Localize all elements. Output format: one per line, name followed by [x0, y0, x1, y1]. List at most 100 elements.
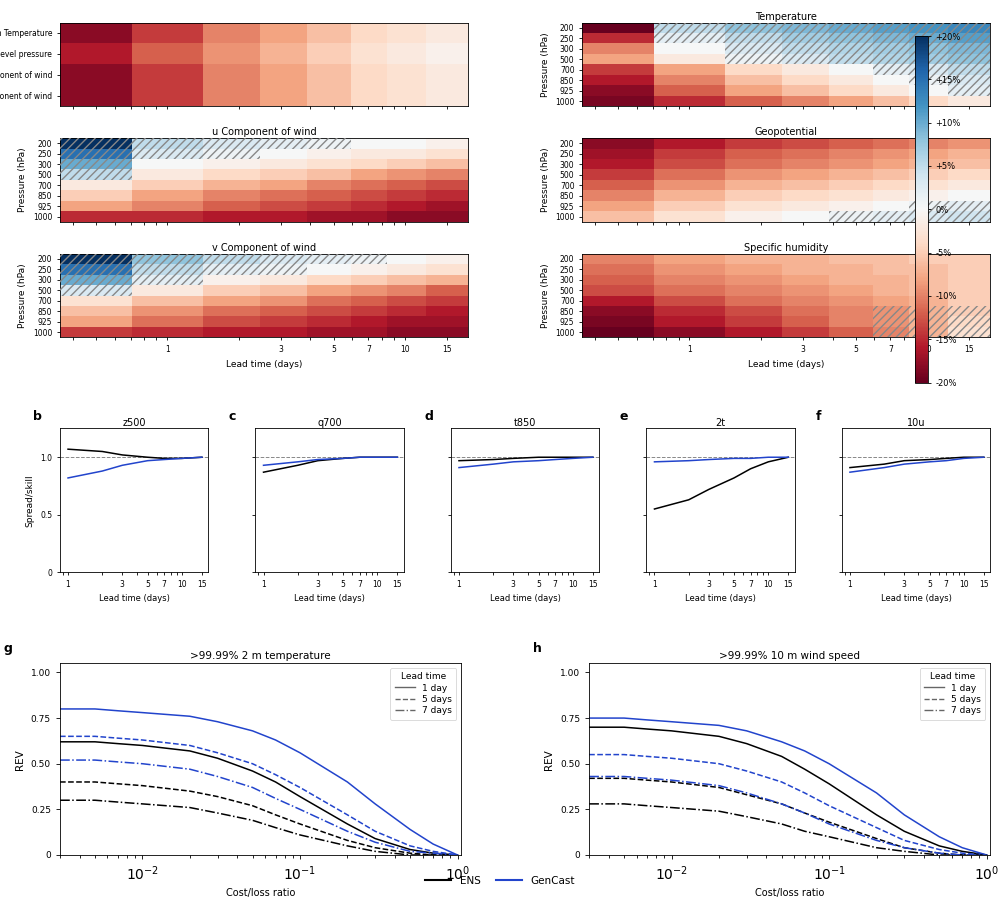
X-axis label: Lead time (days): Lead time (days) [99, 594, 169, 603]
Bar [873, 54, 909, 65]
Bar [873, 43, 909, 54]
Y-axis label: Pressure (hPa): Pressure (hPa) [541, 263, 550, 328]
Bar [948, 54, 990, 65]
X-axis label: Lead time (days): Lead time (days) [881, 594, 951, 603]
Bar [307, 138, 351, 148]
Bar [873, 65, 909, 75]
Y-axis label: Pressure (hPa): Pressure (hPa) [541, 148, 550, 212]
Title: 10u: 10u [907, 418, 925, 428]
Bar [132, 138, 203, 148]
Y-axis label: REV: REV [544, 749, 554, 770]
Bar [307, 254, 351, 264]
Bar [260, 138, 307, 148]
Y-axis label: Pressure (hPa): Pressure (hPa) [541, 32, 550, 96]
Y-axis label: Pressure (hPa): Pressure (hPa) [18, 148, 27, 212]
Text: d: d [424, 410, 433, 423]
Title: q700: q700 [317, 418, 342, 428]
Bar [909, 65, 948, 75]
Bar [203, 138, 260, 148]
Title: t850: t850 [514, 418, 536, 428]
X-axis label: Lead time (days): Lead time (days) [490, 594, 560, 603]
Legend: 1 day, 5 days, 7 days: 1 day, 5 days, 7 days [390, 668, 456, 720]
Title: v Component of wind: v Component of wind [212, 243, 316, 253]
Title: z500: z500 [122, 418, 146, 428]
Text: b: b [33, 410, 42, 423]
Bar [829, 22, 873, 33]
Bar [260, 264, 307, 274]
Y-axis label: REV: REV [15, 749, 25, 770]
Bar [873, 22, 909, 33]
X-axis label: Cost/loss ratio: Cost/loss ratio [226, 888, 295, 898]
Bar [909, 54, 948, 65]
Bar [203, 254, 260, 264]
Bar [654, 22, 725, 33]
Title: >99.99% 10 m wind speed: >99.99% 10 m wind speed [719, 651, 860, 661]
Bar [60, 138, 132, 148]
Bar [909, 33, 948, 43]
Bar [873, 327, 909, 338]
Bar [351, 254, 387, 264]
Bar [948, 75, 990, 86]
Bar [132, 148, 203, 159]
Bar [782, 54, 829, 65]
Bar [948, 201, 990, 212]
Bar [132, 274, 203, 285]
Bar [829, 33, 873, 43]
Y-axis label: Pressure (hPa): Pressure (hPa) [18, 263, 27, 328]
Bar [654, 33, 725, 43]
Bar [60, 285, 132, 295]
Bar [782, 43, 829, 54]
Bar [909, 212, 948, 221]
Text: e: e [620, 410, 628, 423]
Bar [725, 22, 782, 33]
Bar [132, 264, 203, 274]
Bar [873, 317, 909, 327]
Bar [909, 22, 948, 33]
Bar [948, 212, 990, 221]
Title: Geopotential: Geopotential [755, 127, 818, 138]
Bar [948, 33, 990, 43]
Text: g: g [4, 642, 13, 655]
Bar [782, 33, 829, 43]
Bar [725, 54, 782, 65]
Bar [948, 317, 990, 327]
Bar [260, 254, 307, 264]
Y-axis label: Spread/skill: Spread/skill [26, 474, 35, 526]
Title: Temperature: Temperature [755, 12, 817, 22]
Bar [203, 264, 260, 274]
Bar [132, 254, 203, 264]
Title: >99.99% 2 m temperature: >99.99% 2 m temperature [190, 651, 331, 661]
Title: 2t: 2t [715, 418, 726, 428]
Bar [725, 33, 782, 43]
X-axis label: Lead time (days): Lead time (days) [685, 594, 756, 603]
Bar [60, 148, 132, 159]
Bar [829, 43, 873, 54]
Bar [909, 327, 948, 338]
Bar [60, 159, 132, 169]
Bar [60, 169, 132, 180]
Legend: 1 day, 5 days, 7 days: 1 day, 5 days, 7 days [920, 668, 985, 720]
X-axis label: Lead time (days): Lead time (days) [294, 594, 365, 603]
Bar [782, 22, 829, 33]
Bar [203, 148, 260, 159]
Text: f: f [815, 410, 821, 423]
Bar [60, 274, 132, 285]
Bar [948, 327, 990, 338]
Bar [909, 75, 948, 86]
X-axis label: Lead time (days): Lead time (days) [226, 360, 302, 369]
Bar [829, 54, 873, 65]
Bar [948, 306, 990, 317]
Bar [60, 254, 132, 264]
Bar [948, 43, 990, 54]
Legend: ENS, GenCast: ENS, GenCast [421, 872, 579, 890]
X-axis label: Cost/loss ratio: Cost/loss ratio [755, 888, 824, 898]
X-axis label: Lead time (days): Lead time (days) [748, 360, 824, 369]
Bar [873, 33, 909, 43]
Bar [909, 201, 948, 212]
Bar [948, 65, 990, 75]
Bar [60, 264, 132, 274]
Bar [909, 317, 948, 327]
Bar [909, 43, 948, 54]
Bar [873, 306, 909, 317]
Text: c: c [229, 410, 236, 423]
